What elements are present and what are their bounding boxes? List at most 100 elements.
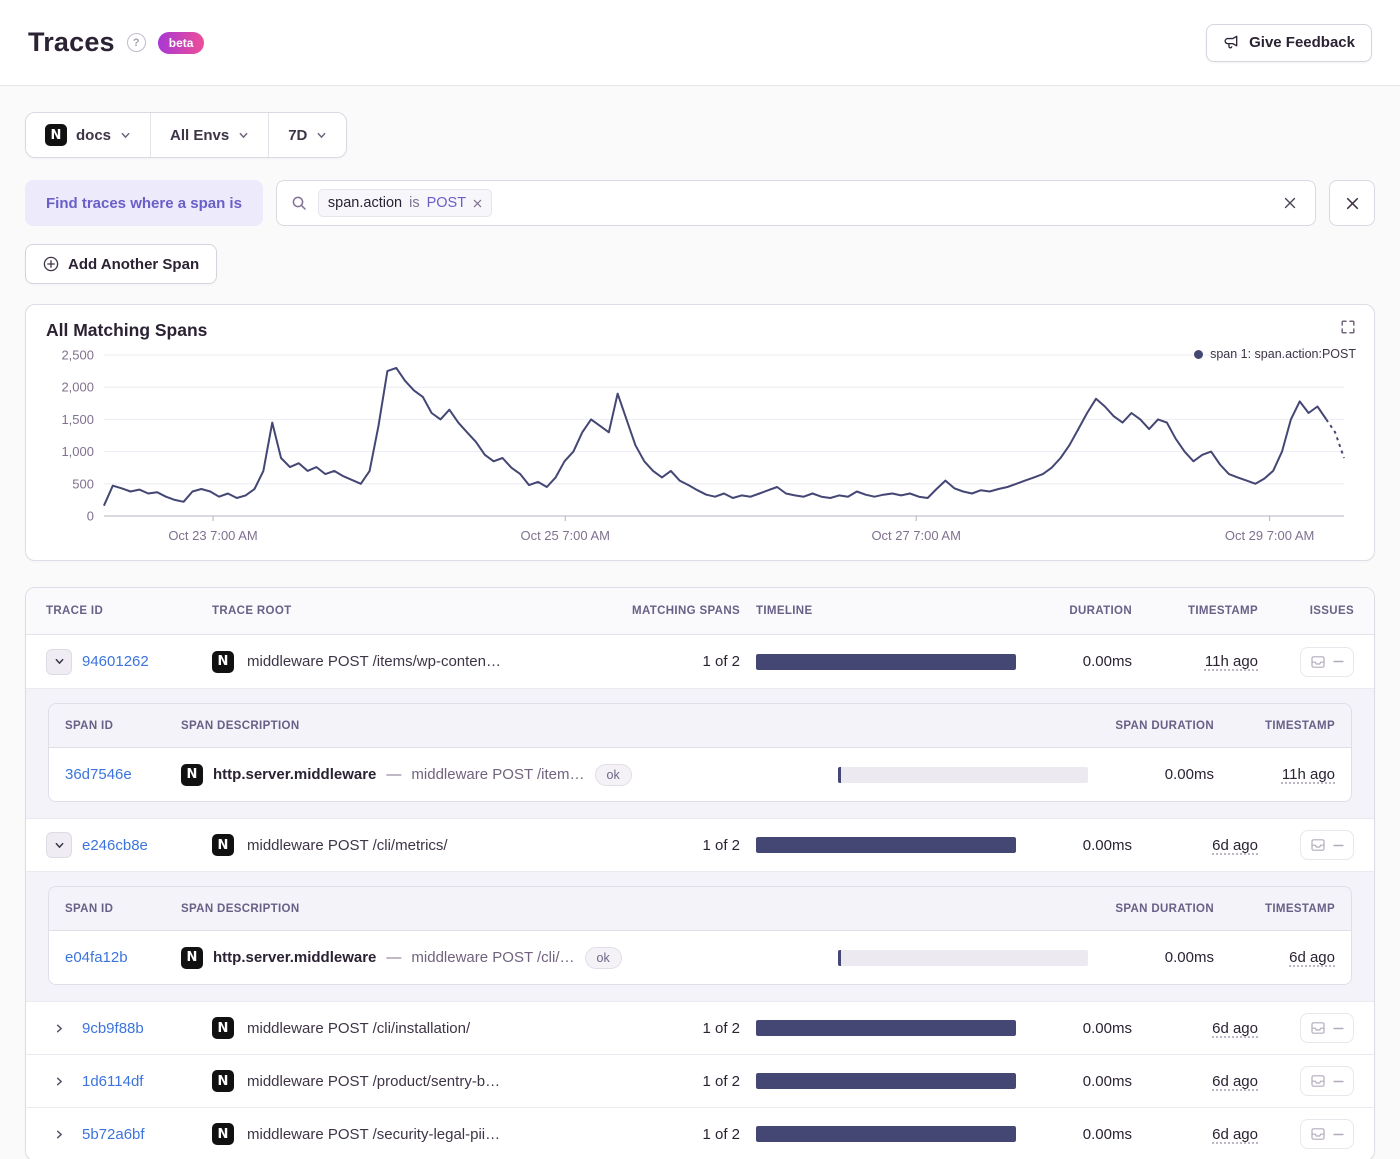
inbox-issues-icon — [1311, 1075, 1325, 1087]
chevron-down-icon — [239, 132, 248, 138]
project-filter-label: docs — [76, 126, 112, 144]
trace-root-text: middleware POST /security-legal-pii… — [247, 1125, 501, 1143]
span-id-link[interactable]: 36d7546e — [65, 766, 132, 783]
col-span-description: SPAN DESCRIPTION — [181, 719, 300, 732]
collapse-row-button[interactable] — [46, 832, 72, 858]
legend-dot — [1194, 349, 1204, 359]
timestamp-link[interactable]: 6d ago — [1212, 836, 1258, 854]
spans-chart: 0 500 1,000 1,500 2,000 2,500 Oct 23 7:00 AM Oc… — [61, 347, 1345, 543]
chevron-down-icon — [121, 132, 130, 138]
trace-id-link[interactable]: 94601262 — [82, 653, 149, 670]
svg-text:1,500: 1,500 — [61, 412, 93, 427]
token-remove-icon[interactable] — [473, 199, 482, 208]
trace-id-link[interactable]: 9cb9f88b — [82, 1019, 144, 1037]
svg-text:0: 0 — [87, 508, 94, 523]
environment-filter[interactable]: All Envs — [151, 113, 268, 157]
issues-button[interactable] — [1300, 1066, 1354, 1096]
timeline-bar — [756, 837, 1016, 853]
span-row: 36d7546e N http.server.middleware — midd… — [49, 748, 1351, 801]
inbox-issues-icon — [1311, 1022, 1325, 1034]
minus-icon — [1333, 1133, 1344, 1135]
timestamp-link[interactable]: 6d ago — [1212, 1072, 1258, 1090]
issues-button[interactable] — [1300, 646, 1354, 677]
timeline-bar — [756, 653, 1016, 670]
matching-spans-chart-panel: All Matching Spans span 1: span.action:P… — [25, 304, 1375, 561]
chart-legend: span 1: span.action:POST — [1194, 347, 1356, 361]
timestamp-link[interactable]: 6d ago — [1212, 1019, 1258, 1037]
timeline-track[interactable] — [756, 837, 1016, 853]
query-token[interactable]: span.action is POST — [317, 189, 493, 217]
nextjs-platform-icon: N — [181, 946, 203, 969]
remove-span-filter-button[interactable] — [1329, 180, 1375, 226]
expand-row-button[interactable] — [46, 1068, 72, 1094]
col-span-duration: SPAN DURATION — [1115, 902, 1214, 915]
svg-text:Oct 27 7:00 AM: Oct 27 7:00 AM — [871, 528, 960, 543]
col-timeline: TIMELINE — [756, 605, 813, 617]
issues-button[interactable] — [1300, 1119, 1354, 1149]
project-filter[interactable]: N docs — [26, 113, 150, 157]
col-span-id: SPAN ID — [65, 902, 114, 915]
matching-spans-count: 1 of 2 — [702, 836, 740, 854]
span-operation: http.server.middleware — [213, 949, 377, 966]
add-another-span-button[interactable]: Add Another Span — [25, 244, 218, 284]
token-value: POST — [426, 195, 467, 211]
span-timeline-track[interactable] — [838, 949, 1088, 966]
span-timeline-track[interactable] — [838, 766, 1088, 783]
trace-id-link[interactable]: 5b72a6bf — [82, 1125, 145, 1143]
span-status-badge: ok — [594, 763, 632, 786]
date-range-label: 7D — [288, 126, 308, 144]
give-feedback-button[interactable]: Give Feedback — [1206, 23, 1372, 62]
col-span-description: SPAN DESCRIPTION — [181, 902, 300, 915]
span-timestamp-link[interactable]: 11h ago — [1281, 766, 1335, 783]
chart-area: 0 500 1,000 1,500 2,000 2,500 Oct 23 7:00 AM Oc… — [46, 347, 1354, 552]
chart-title: All Matching Spans — [46, 320, 208, 340]
add-another-span-label: Add Another Span — [68, 255, 200, 273]
trace-id-link[interactable]: e246cb8e — [82, 836, 148, 854]
trace-root-text: middleware POST /items/wp-conten… — [247, 653, 501, 670]
span-timeline-marker — [838, 949, 841, 966]
timeline-track[interactable] — [756, 1073, 1016, 1089]
timeline-track[interactable] — [756, 653, 1016, 670]
col-span-timestamp: TIMESTAMP — [1264, 902, 1335, 915]
duration-value: 0.00ms — [1082, 1072, 1132, 1090]
traces-table-header: TRACE ID TRACE ROOT MATCHING SPANS TIMEL… — [26, 588, 1374, 635]
timeline-track[interactable] — [756, 1126, 1016, 1142]
collapse-row-button[interactable] — [46, 648, 72, 675]
inbox-issues-icon — [1311, 839, 1325, 851]
token-key: span.action — [327, 195, 403, 211]
expand-row-button[interactable] — [46, 1121, 72, 1147]
nextjs-platform-icon: N — [45, 124, 67, 146]
timeline-track[interactable] — [756, 1020, 1016, 1036]
give-feedback-label: Give Feedback — [1249, 34, 1355, 51]
span-table-header: SPAN ID SPAN DESCRIPTION SPAN DURATION T… — [49, 887, 1351, 931]
matching-spans-count: 1 of 2 — [702, 1019, 740, 1037]
col-timestamp: TIMESTAMP — [1187, 605, 1258, 617]
issues-button[interactable] — [1300, 1013, 1354, 1043]
help-icon[interactable]: ? — [126, 33, 146, 52]
page-filter-bar: N docs All Envs 7D — [25, 112, 348, 158]
nextjs-platform-icon: N — [212, 1017, 234, 1039]
duration-value: 0.00ms — [1082, 836, 1132, 854]
expand-row-button[interactable] — [46, 1015, 72, 1041]
trace-id-link[interactable]: 1d6114df — [82, 1072, 144, 1090]
divider — [150, 113, 152, 157]
chevron-down-icon — [317, 132, 326, 138]
timestamp-link[interactable]: 11h ago — [1204, 653, 1258, 670]
fullscreen-icon[interactable] — [1340, 319, 1356, 340]
span-id-link[interactable]: e04fa12b — [65, 949, 128, 966]
clear-search-icon[interactable] — [1279, 192, 1301, 214]
span-description-text: middleware POST /item… — [411, 766, 585, 783]
trace-root-text: middleware POST /cli/metrics/ — [247, 836, 448, 854]
timestamp-link[interactable]: 6d ago — [1212, 1125, 1258, 1143]
issues-button[interactable] — [1300, 830, 1354, 860]
date-range-filter[interactable]: 7D — [269, 113, 346, 157]
find-traces-chip: Find traces where a span is — [25, 180, 263, 226]
matching-spans-count: 1 of 2 — [702, 1125, 740, 1143]
span-row: e04fa12b N http.server.middleware — midd… — [49, 931, 1351, 984]
col-duration: DURATION — [1069, 605, 1132, 617]
span-timestamp-link[interactable]: 6d ago — [1289, 949, 1335, 966]
trace-root-text: middleware POST /cli/installation/ — [247, 1019, 471, 1037]
inbox-issues-icon — [1311, 655, 1325, 668]
span-search-input[interactable]: span.action is POST — [275, 180, 1316, 226]
